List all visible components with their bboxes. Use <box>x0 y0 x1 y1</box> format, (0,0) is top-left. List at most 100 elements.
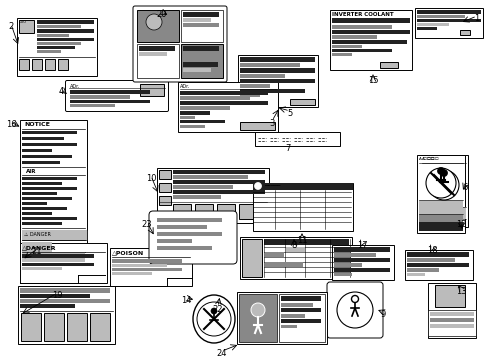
Bar <box>181 10 223 42</box>
Circle shape <box>440 170 447 176</box>
Bar <box>240 63 299 67</box>
Text: 3: 3 <box>269 119 274 128</box>
Bar <box>157 225 206 229</box>
Bar <box>183 46 219 51</box>
Bar <box>416 23 448 26</box>
Bar <box>20 243 107 283</box>
Bar <box>183 12 219 17</box>
Bar <box>281 314 305 318</box>
Bar <box>173 190 264 194</box>
Bar <box>416 155 464 233</box>
Bar <box>429 312 473 316</box>
Bar <box>22 192 57 195</box>
Bar <box>173 204 191 219</box>
Bar <box>180 101 267 105</box>
Text: 22: 22 <box>212 305 223 314</box>
Bar <box>183 62 218 67</box>
Bar <box>333 247 389 252</box>
Bar <box>22 207 67 210</box>
Bar <box>22 212 52 215</box>
Circle shape <box>146 14 162 30</box>
Bar <box>22 217 77 220</box>
Bar <box>406 268 438 272</box>
Text: ⚠ DANGER: ⚠ DANGER <box>24 232 51 237</box>
Bar <box>329 10 411 70</box>
Text: 2: 2 <box>8 22 14 31</box>
Bar <box>183 68 210 72</box>
Text: 6: 6 <box>461 183 467 192</box>
Bar <box>173 180 264 184</box>
Bar <box>178 82 278 132</box>
Bar <box>331 49 391 52</box>
Circle shape <box>437 167 444 175</box>
Bar <box>281 325 296 328</box>
Bar <box>180 96 249 100</box>
Bar <box>37 29 94 33</box>
Bar <box>240 68 314 73</box>
Bar <box>157 246 212 250</box>
Bar <box>112 268 182 271</box>
Text: △DANGER: △DANGER <box>22 245 57 250</box>
Bar <box>22 267 62 270</box>
Bar <box>240 122 274 130</box>
Circle shape <box>425 168 455 198</box>
Text: A  ☐☐☐: A ☐☐☐ <box>421 157 438 161</box>
Bar <box>406 252 468 257</box>
Bar <box>22 202 47 205</box>
Bar <box>112 272 152 275</box>
Text: 7: 7 <box>285 144 290 153</box>
Bar <box>173 170 264 174</box>
Bar <box>22 149 52 153</box>
Text: 21: 21 <box>32 247 42 256</box>
Text: 11: 11 <box>296 236 306 245</box>
Bar <box>406 258 454 262</box>
Bar <box>173 175 247 179</box>
Circle shape <box>254 183 261 189</box>
Bar <box>22 143 77 147</box>
Bar <box>416 27 436 30</box>
Bar <box>281 319 320 323</box>
Bar <box>240 237 351 279</box>
Bar <box>404 250 472 280</box>
Bar <box>20 120 87 263</box>
Circle shape <box>428 170 458 200</box>
Bar <box>183 23 219 27</box>
Text: ADr.: ADr. <box>70 84 80 89</box>
Circle shape <box>210 308 217 314</box>
Bar <box>238 55 317 107</box>
Bar <box>139 46 175 51</box>
Bar <box>67 313 87 341</box>
Bar <box>285 247 305 252</box>
Bar <box>22 187 77 190</box>
Bar <box>459 30 469 35</box>
Bar <box>137 10 179 42</box>
Bar <box>414 8 482 38</box>
Bar <box>252 183 352 190</box>
Bar <box>22 161 60 165</box>
Bar <box>32 59 42 70</box>
Bar <box>264 252 284 257</box>
Bar <box>22 197 72 200</box>
Bar <box>434 285 464 307</box>
Bar <box>22 222 62 225</box>
Bar <box>20 294 90 298</box>
Circle shape <box>250 303 264 317</box>
Bar <box>157 218 222 222</box>
Text: 5: 5 <box>287 109 292 118</box>
FancyBboxPatch shape <box>133 6 226 82</box>
Circle shape <box>336 292 372 328</box>
Bar <box>416 10 480 14</box>
Bar <box>239 294 276 342</box>
Bar <box>333 273 351 276</box>
Bar <box>22 137 64 140</box>
Bar <box>112 264 167 267</box>
Bar <box>20 288 110 293</box>
Bar <box>237 292 326 344</box>
Text: 17: 17 <box>356 241 366 250</box>
Bar <box>22 263 94 266</box>
Bar <box>159 196 171 205</box>
Bar <box>44 313 64 341</box>
Bar <box>281 296 320 301</box>
Bar <box>37 38 94 41</box>
Bar <box>421 207 465 219</box>
